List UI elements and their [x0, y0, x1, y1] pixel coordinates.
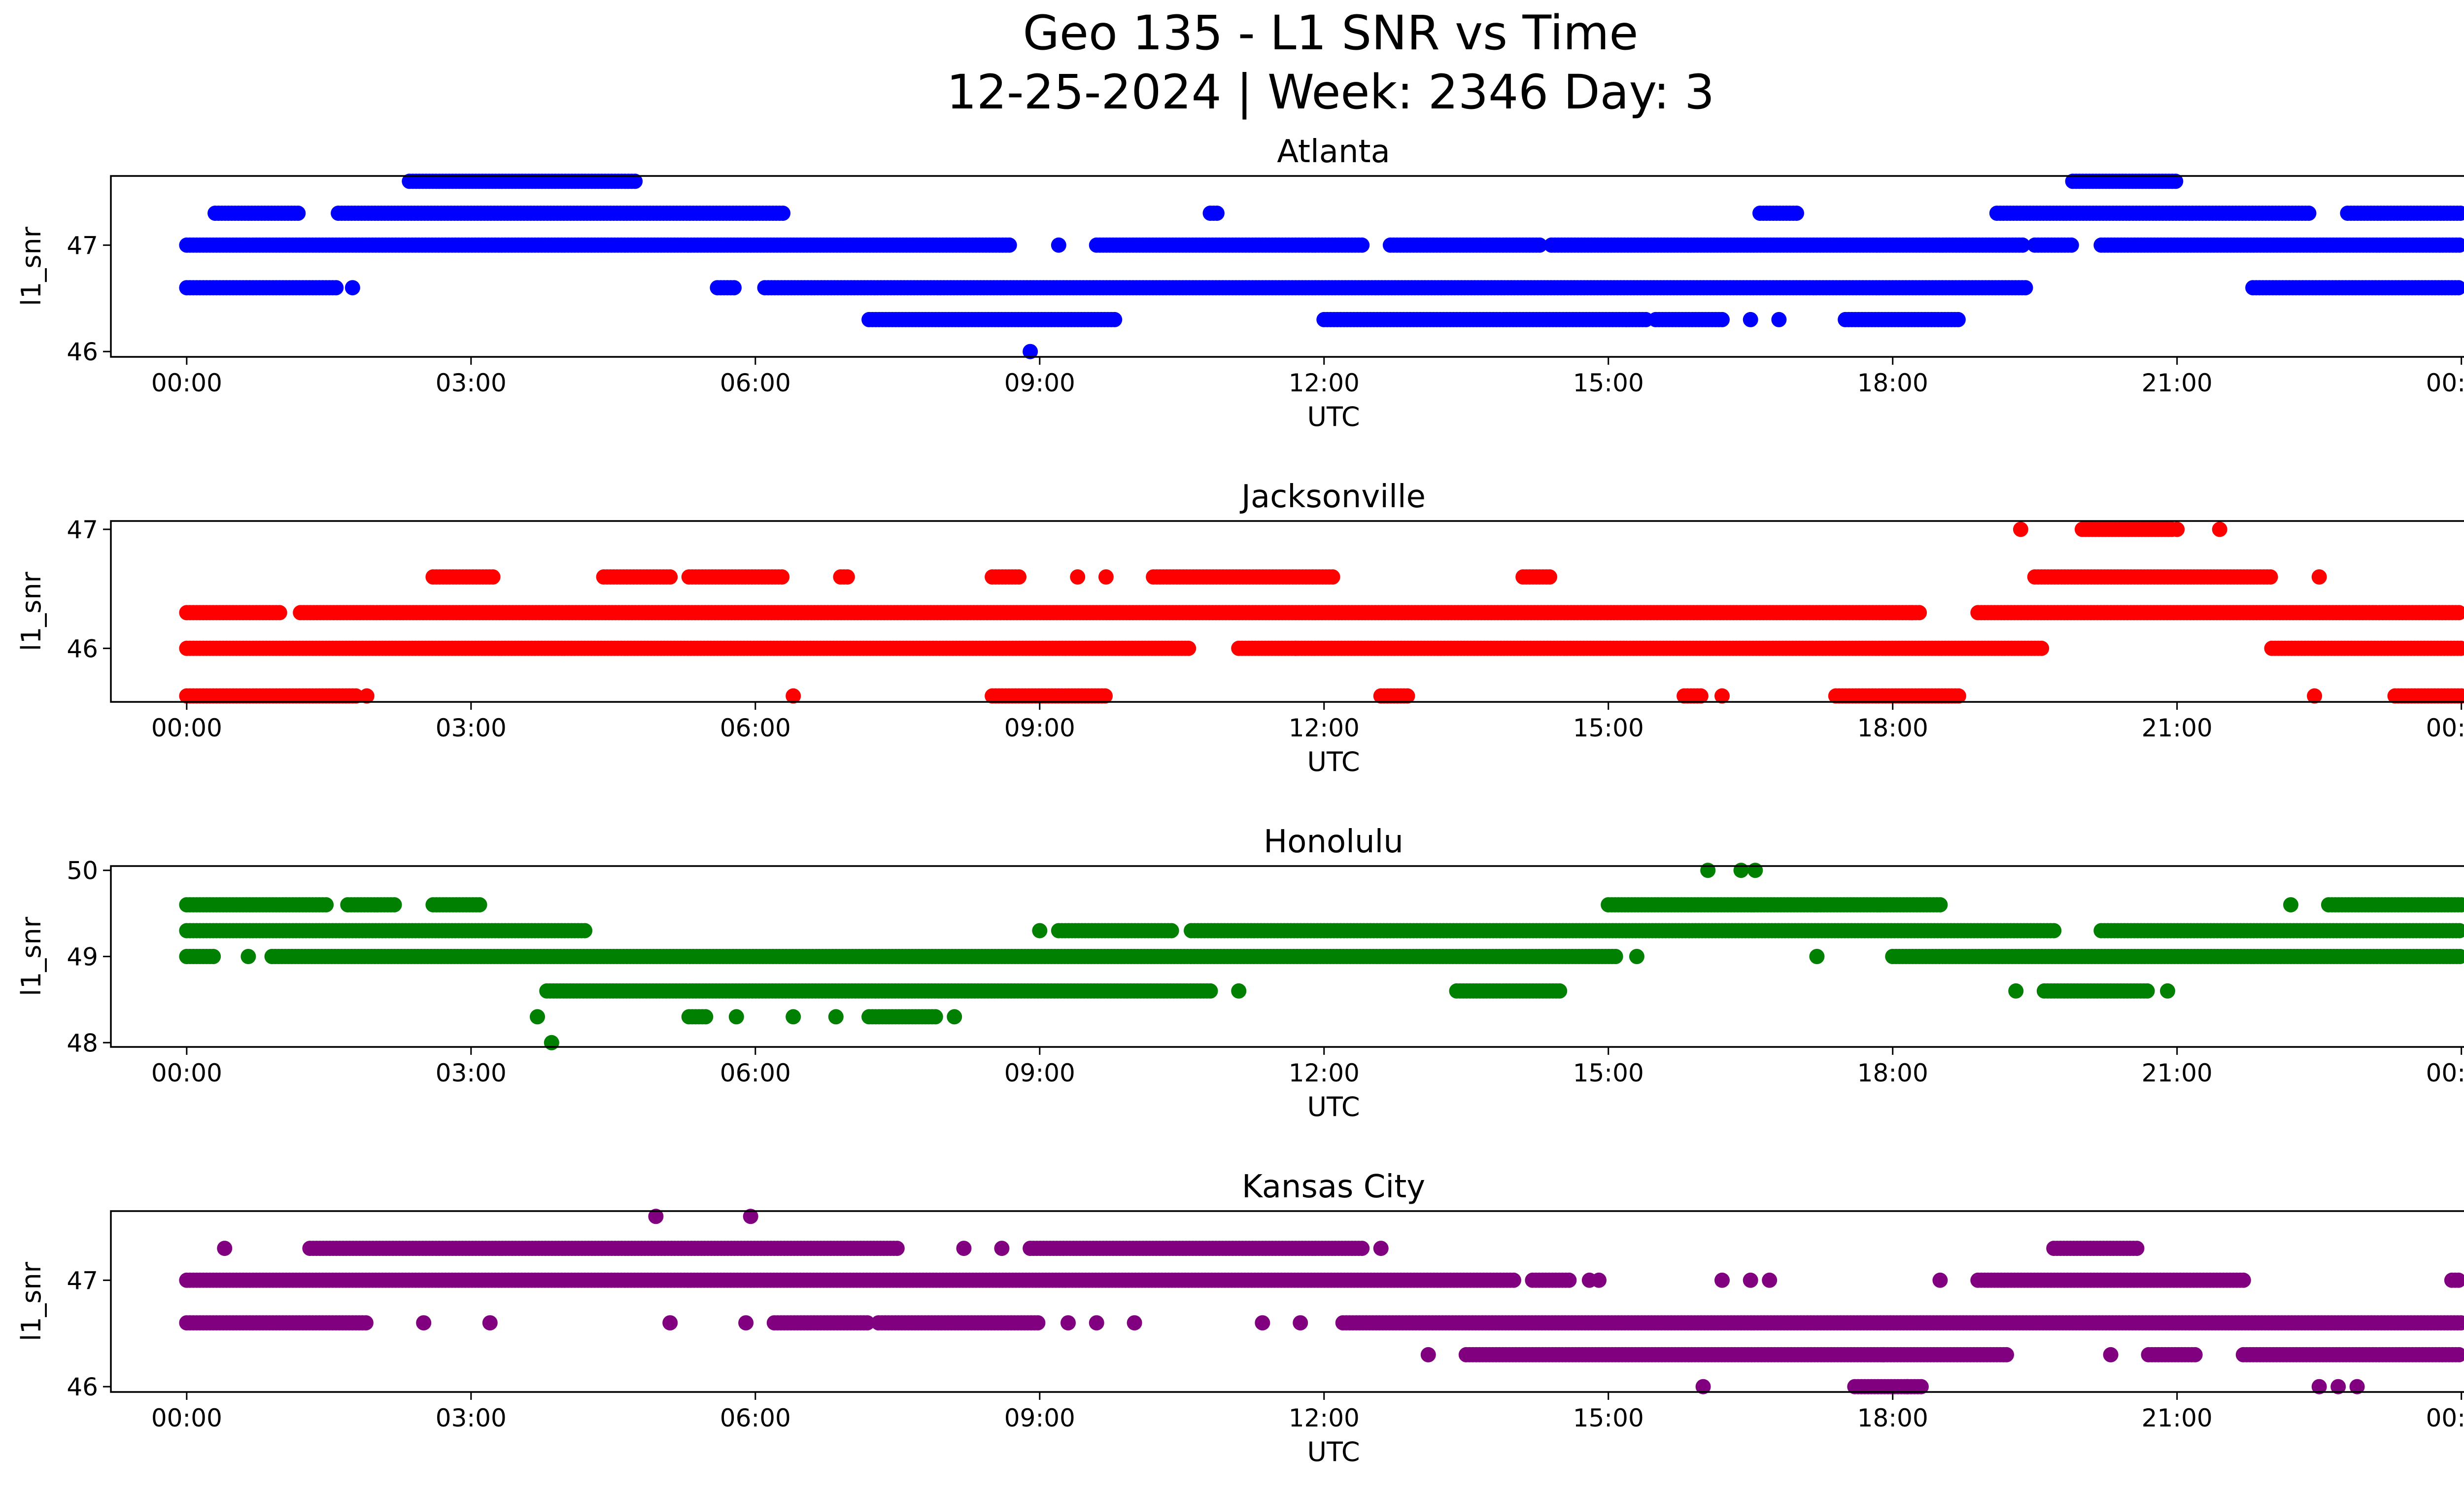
data-point [1001, 237, 1017, 253]
data-point [318, 897, 334, 913]
x-tick-label: 12:00 [1289, 369, 1360, 397]
data-point [839, 569, 855, 585]
data-point [2018, 280, 2033, 296]
data-point [1181, 640, 1197, 656]
data-point [344, 280, 360, 296]
x-tick-label: 18:00 [1857, 369, 1928, 397]
y-axis-label: l1_snr [16, 226, 47, 306]
data-point [2311, 569, 2327, 585]
x-tick-label: 06:00 [720, 714, 791, 742]
y-tick-label: 47 [67, 231, 98, 260]
data-point [290, 206, 306, 221]
data-point [1904, 605, 1919, 621]
data-point [1051, 237, 1066, 253]
data-point [2013, 522, 2028, 537]
axes-frame [110, 175, 2464, 358]
data-point [1932, 897, 1948, 913]
figure-title-line1: Geo 135 - L1 SNR vs Time [1023, 5, 1639, 61]
y-axis-label: l1_snr [16, 571, 47, 651]
data-point [485, 569, 501, 585]
data-point [1771, 312, 1787, 327]
data-point [1743, 312, 1758, 327]
data-point [1164, 923, 1179, 939]
x-tick-label: 21:00 [2142, 714, 2213, 742]
data-point [2063, 237, 2079, 253]
data-point [2301, 206, 2317, 221]
data-point [2262, 569, 2278, 585]
data-series [179, 522, 2464, 704]
x-tick-label: 06:00 [720, 369, 791, 397]
x-tick-label: 18:00 [1857, 714, 1928, 742]
data-point [1209, 206, 1225, 221]
figure-title-line2: 12-25-2024 | Week: 2346 Day: 3 [947, 65, 1715, 120]
data-point [2451, 280, 2464, 296]
x-axis-label: UTC [1307, 746, 1360, 777]
x-axis-label: UTC [1307, 401, 1360, 432]
data-series [179, 174, 2464, 359]
x-tick-label: 00:00 [2426, 369, 2464, 397]
data-point [662, 569, 678, 585]
y-tick-label: 47 [67, 516, 98, 544]
x-tick-label: 09:00 [1004, 714, 1075, 742]
data-point [1354, 237, 1370, 253]
data-point [2034, 640, 2050, 656]
data-point [1023, 344, 1038, 359]
x-tick-label: 03:00 [436, 714, 507, 742]
data-point [577, 923, 593, 939]
data-point [2046, 923, 2062, 939]
data-point [627, 174, 643, 189]
data-point [386, 897, 402, 913]
x-tick-label: 15:00 [1573, 369, 1644, 397]
subplot-title: Atlanta [1277, 134, 1390, 170]
data-point [272, 605, 287, 621]
subplot-title: Jacksonville [1239, 479, 1426, 515]
data-point [1288, 640, 1303, 656]
data-point [2168, 174, 2184, 189]
x-tick-label: 00:00 [151, 369, 222, 397]
data-point [472, 897, 487, 913]
x-tick-label: 00:00 [2426, 714, 2464, 742]
data-point [1789, 206, 1804, 221]
data-point [1532, 237, 1547, 253]
data-point [2212, 522, 2227, 537]
data-point [1608, 949, 1623, 964]
subplots: Atlanta 00:00 03:00 06:00 09:00 12:00 15:00 18:… [16, 134, 2464, 1467]
data-point [2452, 237, 2464, 253]
data-point [774, 569, 790, 585]
x-tick-label: 21:00 [2142, 369, 2213, 397]
y-tick-label: 46 [67, 634, 98, 663]
x-tick-label: 09:00 [1004, 369, 1075, 397]
data-point [2015, 237, 2030, 253]
data-point [328, 280, 344, 296]
data-point [2453, 206, 2464, 221]
data-point [1107, 312, 1123, 327]
y-tick-label: 46 [67, 338, 98, 366]
data-point [726, 280, 742, 296]
subplot-title: Honolulu [1264, 824, 1403, 860]
data-point [1098, 569, 1114, 585]
data-point [775, 206, 791, 221]
data-point [1542, 569, 1557, 585]
data-point [2169, 522, 2185, 537]
data-point [1950, 312, 1966, 327]
x-tick-label: 15:00 [1573, 714, 1644, 742]
data-point [1325, 569, 1340, 585]
x-tick-label: 00:00 [151, 714, 222, 742]
x-tick-label: 12:00 [1289, 714, 1360, 742]
data-point [1070, 569, 1086, 585]
subplot-atlanta: Atlanta 00:00 03:00 06:00 09:00 12:00 15:00 18:… [16, 134, 2464, 432]
x-tick-label: 03:00 [436, 369, 507, 397]
subplot-jacksonville: Jacksonville 00:00 03:00 06:00 09:00 12:00 15:… [16, 479, 2464, 777]
data-point [1714, 312, 1730, 327]
data-point [205, 949, 221, 964]
data-point [1011, 569, 1027, 585]
